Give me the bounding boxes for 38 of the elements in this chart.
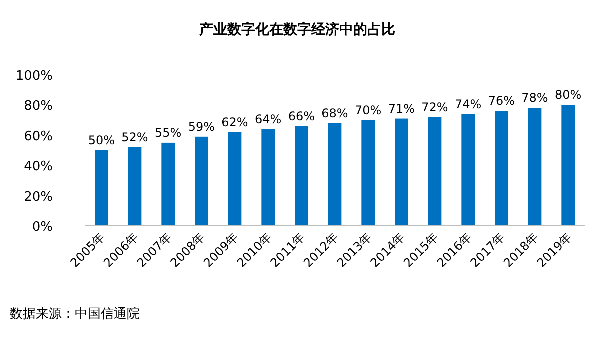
data-label: 50% xyxy=(88,134,116,148)
bar xyxy=(528,108,542,226)
bar xyxy=(328,123,342,226)
y-tick-label: 80% xyxy=(24,99,53,114)
bar xyxy=(495,111,508,226)
bar xyxy=(195,136,208,226)
bar xyxy=(228,132,242,226)
bar xyxy=(295,126,308,226)
bar xyxy=(395,118,408,226)
bar xyxy=(562,105,575,226)
data-label: 62% xyxy=(222,115,248,130)
bar xyxy=(262,129,275,226)
y-tick-label: 0% xyxy=(32,220,53,235)
chart-title: 产业数字化在数字经济中的占比 xyxy=(198,21,396,38)
y-tick-label: 20% xyxy=(24,190,53,205)
bar xyxy=(362,120,375,226)
data-label: 55% xyxy=(154,126,182,140)
data-label: 64% xyxy=(254,112,282,126)
data-label: 76% xyxy=(488,94,516,108)
bar xyxy=(428,117,442,226)
data-label: 70% xyxy=(354,103,382,118)
data-label: 80% xyxy=(554,88,582,102)
data-label: 72% xyxy=(422,100,448,114)
y-tick-label: 40% xyxy=(24,160,53,175)
data-label: 74% xyxy=(454,97,482,112)
y-tick-label: 60% xyxy=(24,129,53,144)
y-tick-label: 100% xyxy=(16,69,53,84)
bar xyxy=(95,150,108,226)
source-note: 数据来源：中国信通院 xyxy=(10,307,140,322)
data-label: 78% xyxy=(522,91,548,106)
data-label: 66% xyxy=(288,109,316,124)
data-label: 52% xyxy=(122,130,148,144)
data-label: 59% xyxy=(188,120,216,134)
bar xyxy=(128,147,142,226)
bar xyxy=(462,114,475,226)
bar xyxy=(162,142,175,226)
data-label: 68% xyxy=(322,106,348,120)
data-label: 71% xyxy=(388,102,416,116)
